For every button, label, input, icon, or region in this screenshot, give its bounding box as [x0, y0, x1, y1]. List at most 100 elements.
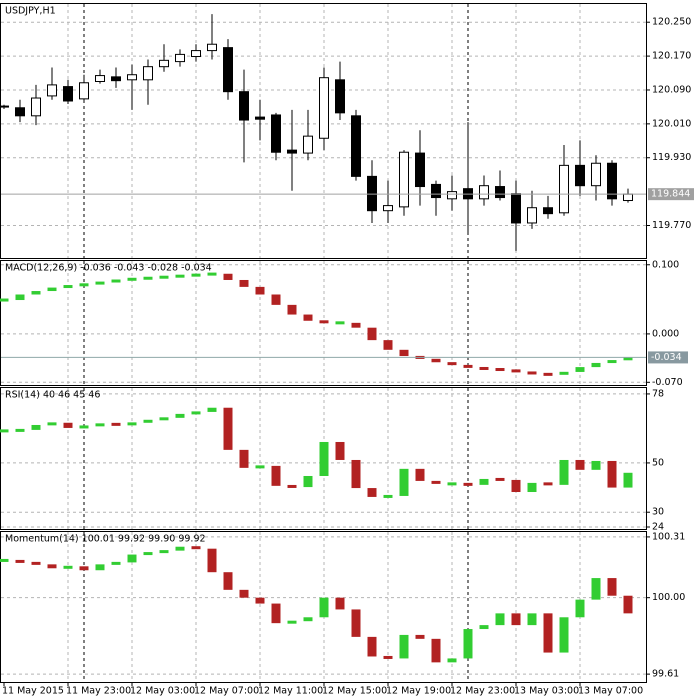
- indicator-bar: [399, 349, 409, 357]
- indicator-bar: [319, 597, 329, 618]
- indicator-bar: [559, 459, 569, 485]
- indicator-bar: [31, 561, 41, 565]
- candle-body: [319, 77, 329, 139]
- candle-body: [271, 114, 281, 153]
- candle-body: [175, 53, 185, 63]
- indicator-bar: [287, 620, 297, 624]
- indicator-bar: [335, 441, 345, 460]
- indicator-bar: [479, 625, 489, 630]
- indicator-bar: [559, 371, 569, 375]
- indicator-bar: [255, 286, 265, 295]
- pane-frame: [0, 387, 647, 530]
- indicator-bar: [31, 424, 41, 430]
- indicator-bar: [287, 304, 297, 315]
- indicator-bar: [527, 613, 537, 626]
- indicator-bar: [271, 603, 281, 624]
- indicator-bar: [31, 291, 41, 295]
- indicator-bar: [271, 294, 281, 305]
- indicator-bar: [47, 422, 57, 426]
- indicator-bar: [95, 281, 105, 285]
- indicator-bar: [239, 449, 249, 468]
- x-tick-label: 13 May 07:00: [578, 686, 643, 697]
- y-tick-label: 100.00: [652, 592, 685, 603]
- y-tick-label: 78: [652, 388, 664, 399]
- candle-body: [367, 175, 377, 212]
- pane-title: Momentum(14) 100.01 99.92 99.90 99.92: [5, 534, 206, 545]
- indicator-bar: [223, 273, 233, 280]
- indicator-bar: [479, 366, 489, 370]
- y-tick-label: 0.100: [652, 259, 679, 270]
- indicator-bar: [607, 578, 617, 596]
- indicator-bar: [495, 368, 505, 372]
- x-tick-label: 12 May 07:00: [194, 686, 259, 697]
- indicator-bar: [207, 272, 217, 276]
- indicator-bar: [143, 419, 153, 423]
- indicator-bar: [79, 425, 89, 429]
- indicator-bar: [239, 589, 249, 598]
- indicator-bar: [15, 559, 25, 563]
- indicator-bar: [543, 613, 553, 653]
- indicator-bar: [367, 327, 377, 341]
- candle-body: [623, 193, 633, 202]
- indicator-bar: [367, 636, 377, 657]
- indicator-bar: [287, 484, 297, 488]
- y-tick-label: 30: [652, 507, 664, 518]
- indicator-bar: [79, 283, 89, 287]
- indicator-bar: [79, 566, 89, 571]
- candle-body: [207, 43, 217, 52]
- indicator-bar: [111, 279, 121, 283]
- y-tick-label: 120.090: [652, 84, 691, 95]
- indicator-bar: [255, 597, 265, 604]
- indicator-bar: [207, 407, 217, 412]
- indicator-bar: [511, 613, 521, 626]
- indicator-bar: [335, 597, 345, 610]
- indicator-bar: [47, 564, 57, 569]
- indicator-bar: [63, 285, 73, 289]
- candle-body: [447, 191, 457, 200]
- indicator-bar: [95, 564, 105, 571]
- pane-title: RSI(14) 40 46 45 46: [5, 390, 100, 401]
- candle-body: [47, 84, 57, 97]
- candle-body: [287, 149, 297, 154]
- indicator-bar: [415, 634, 425, 639]
- last-value-label: -0.034: [651, 352, 682, 363]
- indicator-bar: [607, 460, 617, 488]
- y-tick-label: 119.930: [652, 152, 691, 163]
- y-tick-label: 50: [652, 457, 664, 468]
- indicator-bar: [159, 550, 169, 554]
- indicator-bar: [383, 655, 393, 659]
- indicator-bar: [527, 371, 537, 375]
- indicator-bar: [175, 546, 185, 551]
- y-tick-label: 120.250: [652, 17, 691, 28]
- candle-body: [15, 107, 25, 117]
- indicator-bar: [447, 482, 457, 486]
- indicator-bar: [143, 552, 153, 556]
- x-tick-label: 12 May 11:00: [258, 686, 323, 697]
- indicator-bar: [0, 558, 9, 562]
- indicator-bar: [351, 609, 361, 637]
- indicator-bar: [623, 595, 633, 614]
- indicator-bar: [175, 413, 185, 418]
- indicator-bar: [383, 340, 393, 350]
- indicator-bar: [319, 320, 329, 324]
- indicator-bar: [127, 422, 137, 426]
- candle-body: [607, 162, 617, 200]
- candle-body: [79, 82, 89, 100]
- candle-body: [479, 185, 489, 200]
- candle-body: [303, 135, 313, 154]
- candle-body: [495, 186, 505, 199]
- x-tick-label: 11 May 2015: [2, 686, 64, 697]
- indicator-bar: [223, 572, 233, 590]
- indicator-bar: [559, 617, 569, 653]
- indicator-bar: [575, 367, 585, 372]
- indicator-bar: [623, 357, 633, 361]
- indicator-bar: [207, 548, 217, 573]
- candle-body: [255, 116, 265, 120]
- x-tick-label: 12 May 03:00: [130, 686, 195, 697]
- indicator-bar: [511, 369, 521, 373]
- indicator-bar: [319, 441, 329, 476]
- y-tick-label: 120.170: [652, 51, 691, 62]
- pane-frame: [0, 260, 647, 386]
